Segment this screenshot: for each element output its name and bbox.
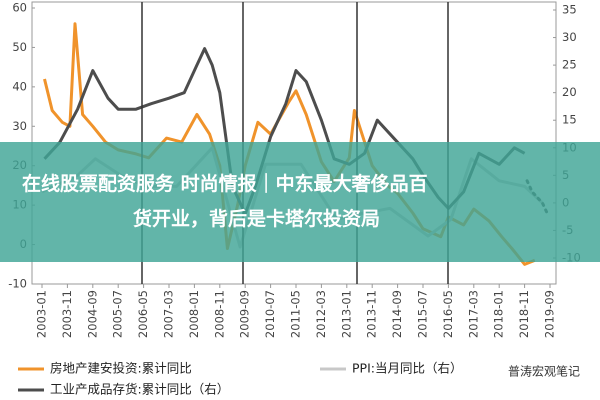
x-tick-label: 2011-05 [289, 290, 303, 338]
y-tick-label: 40 [12, 79, 27, 93]
x-tick-label: 2003-01 [35, 290, 49, 338]
x-tick-label: 2008-01 [187, 290, 201, 338]
x-tick-label: 2012-03 [314, 290, 328, 338]
x-tick-label: 2008-11 [212, 290, 226, 338]
legend-label: PPI:当月同比（右） [352, 361, 462, 376]
x-tick-label: 2004-09 [85, 290, 99, 338]
x-tick-label: 2005-07 [111, 290, 125, 338]
x-tick-label: 2013-11 [365, 290, 379, 338]
x-tick-label: 2018-11 [517, 290, 531, 338]
x-tick-label: 2017-03 [466, 290, 480, 338]
y-tick-label: 30 [12, 119, 27, 133]
x-tick-label: 2013-01 [339, 290, 353, 338]
x-tick-label: 2003-11 [60, 290, 74, 338]
y2-tick-label: 25 [562, 58, 577, 72]
y-tick-label: -10 [8, 277, 27, 291]
x-tick-label: 2018-01 [492, 290, 506, 338]
watermark: 普涛宏观笔记 [508, 364, 580, 379]
banner [0, 142, 600, 262]
legend-label: 工业产成品存货:累计同比（右） [50, 382, 229, 397]
x-tick-label: 2007-03 [162, 290, 176, 338]
x-tick-label: 2010-07 [263, 290, 277, 338]
x-tick-label: 2014-09 [390, 290, 404, 338]
y2-tick-label: 35 [562, 3, 577, 17]
y2-tick-label: 15 [562, 113, 577, 127]
legend-label: 房地产建安投资:累计同比 [50, 361, 192, 376]
y2-tick-label: 30 [562, 30, 577, 44]
x-tick-label: 2006-05 [136, 290, 150, 338]
y-tick-label: 50 [12, 40, 27, 54]
x-tick-label: 2015-07 [416, 290, 430, 338]
y2-tick-label: 20 [562, 85, 577, 99]
y-tick-label: 60 [12, 1, 27, 15]
banner-title: 在线股票配资服务 时尚情报｜中东最大奢侈品百 [22, 172, 428, 195]
legend: 房地产建安投资:累计同比 PPI:当月同比（右） 工业产成品存货:累计同比（右） [18, 361, 462, 397]
x-tick-label: 2016-05 [441, 290, 455, 338]
banner-title: 货开业，背后是卡塔尔投资局 [133, 207, 380, 230]
x-tick-label: 2009-09 [238, 290, 252, 338]
x-tick-label: 2019-09 [543, 290, 557, 338]
